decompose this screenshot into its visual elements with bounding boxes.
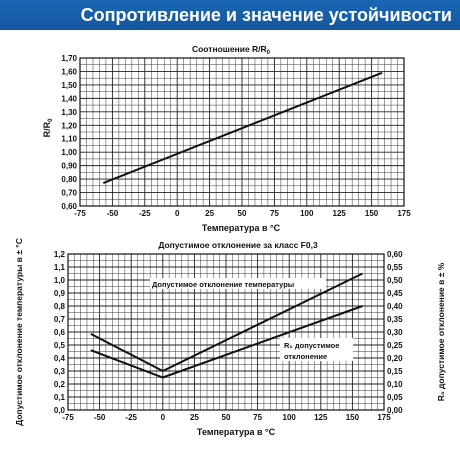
y-right-tick-label: 0,15: [387, 367, 403, 376]
chart2-grid: [67, 253, 385, 411]
x-tick-label: 50: [222, 413, 231, 422]
y-right-tick-label: 0,05: [387, 393, 403, 402]
x-tick-label: 100: [283, 413, 297, 422]
x-tick-label: 175: [377, 413, 391, 422]
chart2-title: Допустимое отклонение за класс F0,3: [158, 240, 318, 250]
chart-resistance-ratio: Соотношение R/R0 -75 -50 -25 0 25 50 75 100 125 1…: [42, 44, 411, 233]
y-tick-label: 1,30: [61, 108, 77, 117]
chart1-series: [102, 71, 383, 185]
y-tick-label: 0,60: [61, 202, 77, 211]
x-tick-label: -75: [74, 209, 86, 218]
chart1-title: Соотношение R/R0: [192, 44, 271, 56]
chart1-ylabel: R/R0: [42, 118, 54, 138]
y-tick-label: 1,2: [54, 250, 66, 259]
annotation-r0-tolerance-line1: R₀ допустимое: [284, 341, 339, 350]
y-right-tick-label: 0,55: [387, 263, 403, 272]
y-tick-label: 0,0: [54, 406, 66, 415]
x-tick-label: 25: [205, 209, 214, 218]
y-right-tick-label: 0,30: [387, 328, 403, 337]
y-tick-label: 1,10: [61, 135, 77, 144]
x-tick-label: 100: [300, 209, 314, 218]
y-tick-label: 0,80: [61, 175, 77, 184]
y-tick-label: 0,2: [54, 380, 66, 389]
y-right-tick-label: 0,25: [387, 341, 403, 350]
y-tick-label: 0,6: [54, 328, 66, 337]
x-tick-label: -50: [94, 413, 106, 422]
y-right-tick-label: 0,40: [387, 302, 403, 311]
y-tick-label: 0,1: [54, 393, 66, 402]
chart2-axes: -75 -50 -25 0 25 50 75 100 125 150 175 0,0 0,1 0,2 0,3…: [54, 250, 403, 422]
y-tick-label: 0,70: [61, 189, 77, 198]
x-tick-label: 75: [253, 413, 262, 422]
annotation-r0-tolerance-line2: отклонение: [284, 352, 327, 361]
x-tick-label: 150: [346, 413, 360, 422]
y-tick-label: 1,00: [61, 148, 77, 157]
annotation-bg-1: [150, 278, 326, 289]
chart1-grid: [79, 57, 405, 207]
x-tick-label: 75: [270, 209, 279, 218]
y-tick-label: 0,5: [54, 341, 66, 350]
x-tick-label: -75: [62, 413, 74, 422]
annotation-temp-tolerance: Допустимое отклонение температуры: [152, 280, 294, 289]
series-line-2: [90, 305, 363, 379]
x-tick-label: -50: [107, 209, 119, 218]
y-tick-label: 1,70: [61, 54, 77, 63]
y-right-tick-label: 0,50: [387, 276, 403, 285]
annotation-bg-2: [280, 338, 353, 361]
page-title: Сопротивление и значение устойчивости: [80, 5, 452, 25]
y-tick-label: 1,40: [61, 94, 77, 103]
chart1-xlabel: Температура в °C: [202, 223, 281, 233]
series-line-1: [102, 71, 383, 185]
x-tick-label: 125: [333, 209, 347, 218]
y-right-tick-label: 0,10: [387, 380, 403, 389]
chart1-axes: -75 -50 -25 0 25 50 75 100 125 150 175 0,60 0,70 0,80…: [61, 54, 411, 218]
y-tick-label: 0,8: [54, 302, 66, 311]
y-right-tick-label: 0,35: [387, 315, 403, 324]
y-right-tick-label: 0,20: [387, 354, 403, 363]
y-tick-label: 1,1: [54, 263, 66, 272]
y-tick-label: 0,4: [54, 354, 66, 363]
y-tick-label: 1,20: [61, 121, 77, 130]
x-tick-label: -25: [139, 209, 151, 218]
y-tick-label: 1,50: [61, 81, 77, 90]
y-right-tick-label: 0,60: [387, 250, 403, 259]
y-right-tick-label: 0,45: [387, 289, 403, 298]
x-tick-label: 25: [190, 413, 199, 422]
x-tick-label: 50: [238, 209, 247, 218]
y-tick-label: 0,7: [54, 315, 66, 324]
y-tick-label: 1,60: [61, 67, 77, 76]
plot-frame: [67, 253, 385, 411]
y-tick-label: 0,3: [54, 367, 66, 376]
x-tick-label: 0: [161, 413, 166, 422]
chart2-series: [90, 272, 363, 379]
chart2-xlabel: Температура в °C: [197, 427, 276, 437]
chart2-ylabel-right: R₀ допустимое отклонение в ± %: [436, 262, 446, 401]
x-tick-label: 175: [397, 209, 411, 218]
chart2-ylabel-left: Допустимое отклонение температуры в ± °C: [14, 238, 24, 426]
plot-frame: [79, 57, 405, 207]
y-tick-label: 0,90: [61, 162, 77, 171]
x-tick-label: 150: [365, 209, 379, 218]
series-line-1: [90, 272, 363, 373]
x-tick-label: 125: [314, 413, 328, 422]
x-tick-label: -25: [125, 413, 137, 422]
y-right-tick-label: 0,00: [387, 406, 403, 415]
x-tick-label: 0: [175, 209, 180, 218]
page-header: Сопротивление и значение устойчивости: [0, 0, 460, 30]
chart-tolerance: Допустимое отклонение за класс F0,3 -75-…: [14, 238, 446, 437]
y-tick-label: 1,0: [54, 276, 66, 285]
y-tick-label: 0,9: [54, 289, 66, 298]
